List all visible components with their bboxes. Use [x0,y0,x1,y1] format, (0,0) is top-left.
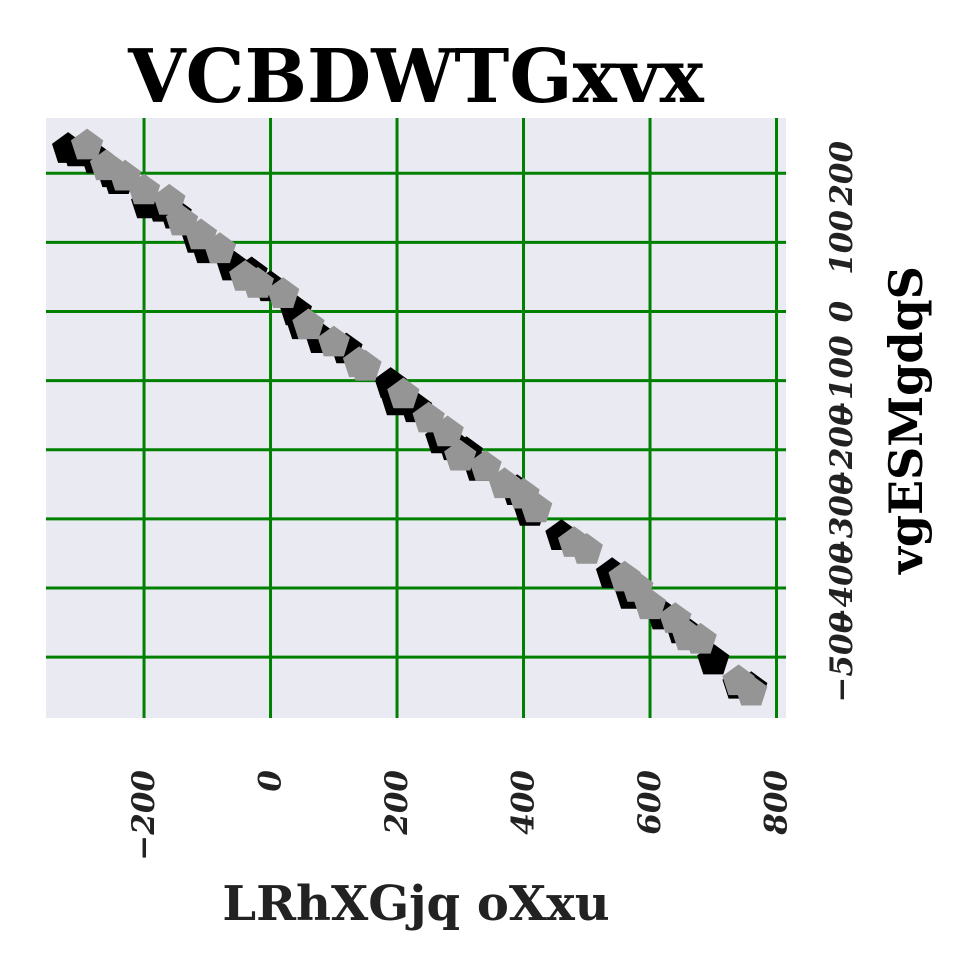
series-2-markers [70,128,768,706]
scatter-point [633,588,667,620]
scatter-point [70,128,104,160]
scatter-point [387,377,420,409]
scatter-point [469,450,502,481]
scatter-point [735,674,768,706]
x-tick-label: 0 [253,770,289,792]
x-axis-label: LRhXGjq oXxu [222,876,609,932]
scatter-point [153,183,186,215]
x-tick-label: 800 [759,770,795,836]
scatter-point [349,349,382,381]
chart-title: VCBDWTGxvx [127,34,705,120]
x-tick-label: −200 [126,770,162,861]
scatter-point [241,266,274,298]
y-tick-label: 100 [824,210,860,275]
y-tick-label: 0 [824,300,860,322]
scatter-point [267,277,300,308]
y-tick-label: −400 [824,542,860,633]
scatter-point [203,232,237,264]
x-tick-labels: −200 0 200 400 600 800 [126,770,794,861]
x-tick-label: 400 [506,770,542,835]
scatter-point [317,325,350,357]
scatter-point [292,308,325,340]
scatter-point [127,173,161,205]
scatter-point [684,622,717,654]
y-tick-label: −500 [824,611,860,702]
x-tick-label: 600 [632,770,668,835]
grid-lines [46,118,786,718]
y-axis-label: vgESMgdqS [879,266,933,575]
y-tick-label: −200 [824,404,860,495]
y-tick-label: −300 [824,473,860,564]
y-tick-label: 200 [824,141,860,207]
scatter-point [431,415,464,447]
scatter-point [570,533,603,564]
scatter-point [444,439,477,471]
x-tick-label: 200 [379,770,415,836]
y-tick-label: −100 [824,335,860,426]
scatter-point [520,491,553,523]
